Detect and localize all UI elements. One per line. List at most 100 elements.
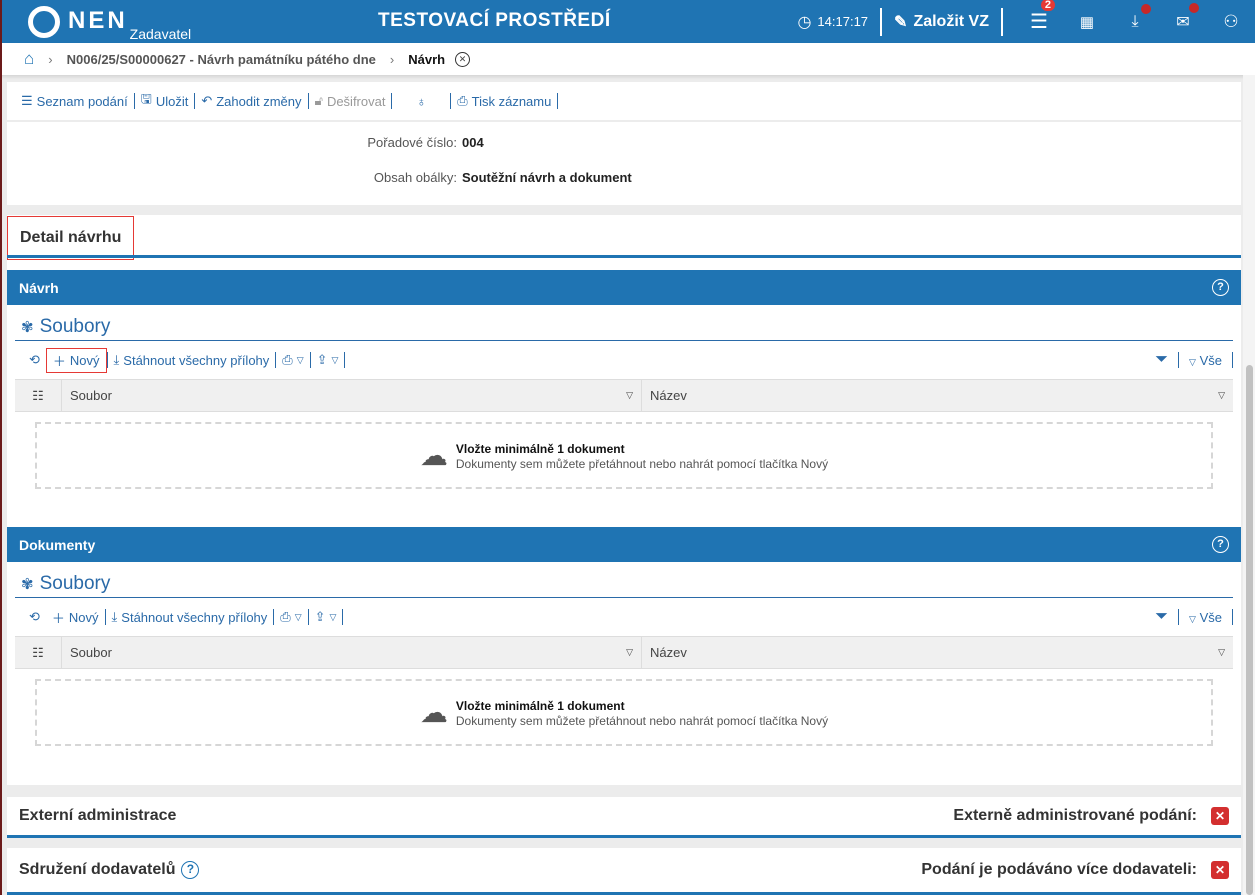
column-header-file[interactable]: Soubor ▽ [62,637,642,668]
user-button[interactable]: ⚇ [1207,12,1255,32]
breadcrumb-item[interactable]: N006/25/S00000627 - Návrh památníku páté… [66,51,376,67]
new-button[interactable]: ＋ Nový [51,609,99,626]
export-dropdown[interactable]: ⇪ ▽ [309,607,343,627]
caret-down-icon: ▽ [294,611,302,622]
order-number-value: 004 [462,135,484,150]
column-header-name[interactable]: Název ▽ [642,637,1233,668]
filter-icon[interactable]: ⏷ [1155,608,1169,625]
submission-info: Pořadové číslo: 004 Obsah obálky: Soutěž… [7,122,1241,205]
divider [307,93,309,109]
notification-dot [1189,2,1199,13]
column-header-name[interactable]: Název ▽ [642,380,1233,411]
caret-down-icon: ▽ [329,611,337,622]
envelope-content-value: Soutěžní návrh a dokument [462,170,632,185]
drop-title: Vložte minimálně 1 dokument [455,441,625,456]
list-icon: ☰ [21,93,33,108]
calendar-button[interactable]: ▦ [1063,13,1111,31]
save-button[interactable]: 🖫 Uložit [135,90,195,112]
label: Vše [1199,609,1222,625]
puzzle-icon: ✾ [21,575,34,593]
filter-caret-icon[interactable]: ▽ [1218,390,1225,400]
label: Dešifrovat [326,93,386,109]
filter-caret-icon[interactable]: ▽ [626,390,633,400]
divider [1178,609,1180,625]
top-header: NEN Zadavatel TESTOVACÍ PROSTŘEDÍ ◷ 14:1… [0,0,1255,43]
section-title: Návrh [19,279,59,296]
label: Název [650,645,687,660]
award-icon: ♁ [416,93,427,109]
file-drop-zone[interactable]: ☁ Vložte minimálně 1 dokument Dokumenty s… [35,422,1213,489]
award-button[interactable]: ♁ [392,94,450,109]
divider [344,352,346,368]
grid-toolbar: ⟲ ＋ Nový ⤓ Stáhnout všechny přílohy ⎙ ▽ ⇪ ▽… [15,598,1233,636]
files-block: ✾ Soubory ⟲ ＋ Nový ⤓ Stáhnout všechny příl… [15,570,1233,746]
undo-icon: ↶ [201,93,213,108]
files-header: ✾ Soubory [15,313,1233,341]
chevron-right-icon: › [389,51,395,67]
label: Název [650,388,687,403]
calendar-icon: ▦ [1079,13,1095,31]
print-dropdown[interactable]: ⎙ ▽ [276,350,309,370]
view-all-dropdown[interactable]: ▽ Vše [1189,353,1222,368]
table-header: ☷ Soubor ▽ Název ▽ [15,636,1233,669]
divider [1232,609,1233,625]
download-all-button[interactable]: ⤓ Stáhnout všechny přílohy [108,350,276,370]
new-button[interactable]: ＋ Nový [45,347,107,373]
session-time: 14:17:17 [817,14,869,29]
print-icon: ⎙ [457,93,468,108]
divider [106,352,108,368]
unlock-icon: 🔓︎ [314,93,323,108]
refresh-button[interactable]: ⟲ [29,352,40,367]
save-icon: 🖫 [140,91,152,106]
download-button[interactable]: ⤓ [1111,3,1159,31]
help-icon[interactable]: ? [181,861,200,879]
menu-badge: 2 [1040,0,1055,11]
print-record-button[interactable]: ⎙ Tisk záznamu [451,93,557,109]
discard-changes-button[interactable]: ↶ Zahodit změny [195,93,307,109]
download-all-button[interactable]: ⤓ Stáhnout všechny přílohy [106,607,274,627]
files-title: Soubory [39,315,111,337]
files-title: Soubory [39,572,111,594]
help-icon[interactable]: ? [1212,279,1229,296]
label: Vše [1199,352,1222,368]
help-icon[interactable]: ? [1212,536,1229,553]
logo-subtitle: Zadavatel [129,26,192,42]
cloud-upload-icon: ☁ [419,440,448,471]
export-dropdown[interactable]: ⇪ ▽ [311,350,345,370]
envelope-content-label: Obsah obálky: [373,170,457,185]
clock-icon: ◷ [797,13,812,31]
submission-list-button[interactable]: ☰ Seznam podání [15,93,134,109]
scrollbar-thumb[interactable] [1246,365,1253,895]
section-title: Externí administrace [19,807,177,824]
file-drop-zone[interactable]: ☁ Vložte minimálně 1 dokument Dokumenty s… [35,679,1213,746]
view-all-dropdown[interactable]: ▽ Vše [1189,610,1222,625]
refresh-button[interactable]: ⟲ [29,609,40,624]
mail-button[interactable]: ✉ [1159,2,1207,32]
detail-title: Detail návrhu [7,216,135,260]
sliders-icon: ☷ [32,387,44,403]
divider [1232,352,1233,368]
decrypt-button[interactable]: 🔓︎ Dešifrovat [309,93,392,109]
divider [194,93,196,109]
print-dropdown[interactable]: ⎙ ▽ [274,607,307,627]
column-settings-button[interactable]: ☷ [15,637,62,668]
menu-button[interactable]: ☰ 2 [1015,0,1063,34]
close-icon[interactable]: ✕ [455,51,471,67]
section-header: Dokumenty? [7,527,1241,562]
home-icon[interactable]: ⌂ [24,49,35,68]
column-settings-button[interactable]: ☷ [15,380,62,411]
filter-caret-icon[interactable]: ▽ [1218,647,1225,657]
label: Seznam podání [36,93,128,109]
export-icon: ⇪ [314,609,326,624]
download-icon: ⤓ [113,352,120,367]
window-edge [0,0,2,895]
filter-caret-icon[interactable]: ▽ [626,647,633,657]
section-header: Návrh? [7,270,1241,305]
divider [104,609,106,625]
files-block: ✾ Soubory ⟲ ＋ Nový ⤓ Stáhnout všechny příl… [15,313,1233,489]
nen-logo[interactable]: NEN Zadavatel [28,6,191,42]
create-vz-button[interactable]: ✎ Založit VZ [894,12,989,32]
divider [557,93,559,109]
column-header-file[interactable]: Soubor ▽ [62,380,642,411]
filter-icon[interactable]: ⏷ [1155,351,1169,368]
